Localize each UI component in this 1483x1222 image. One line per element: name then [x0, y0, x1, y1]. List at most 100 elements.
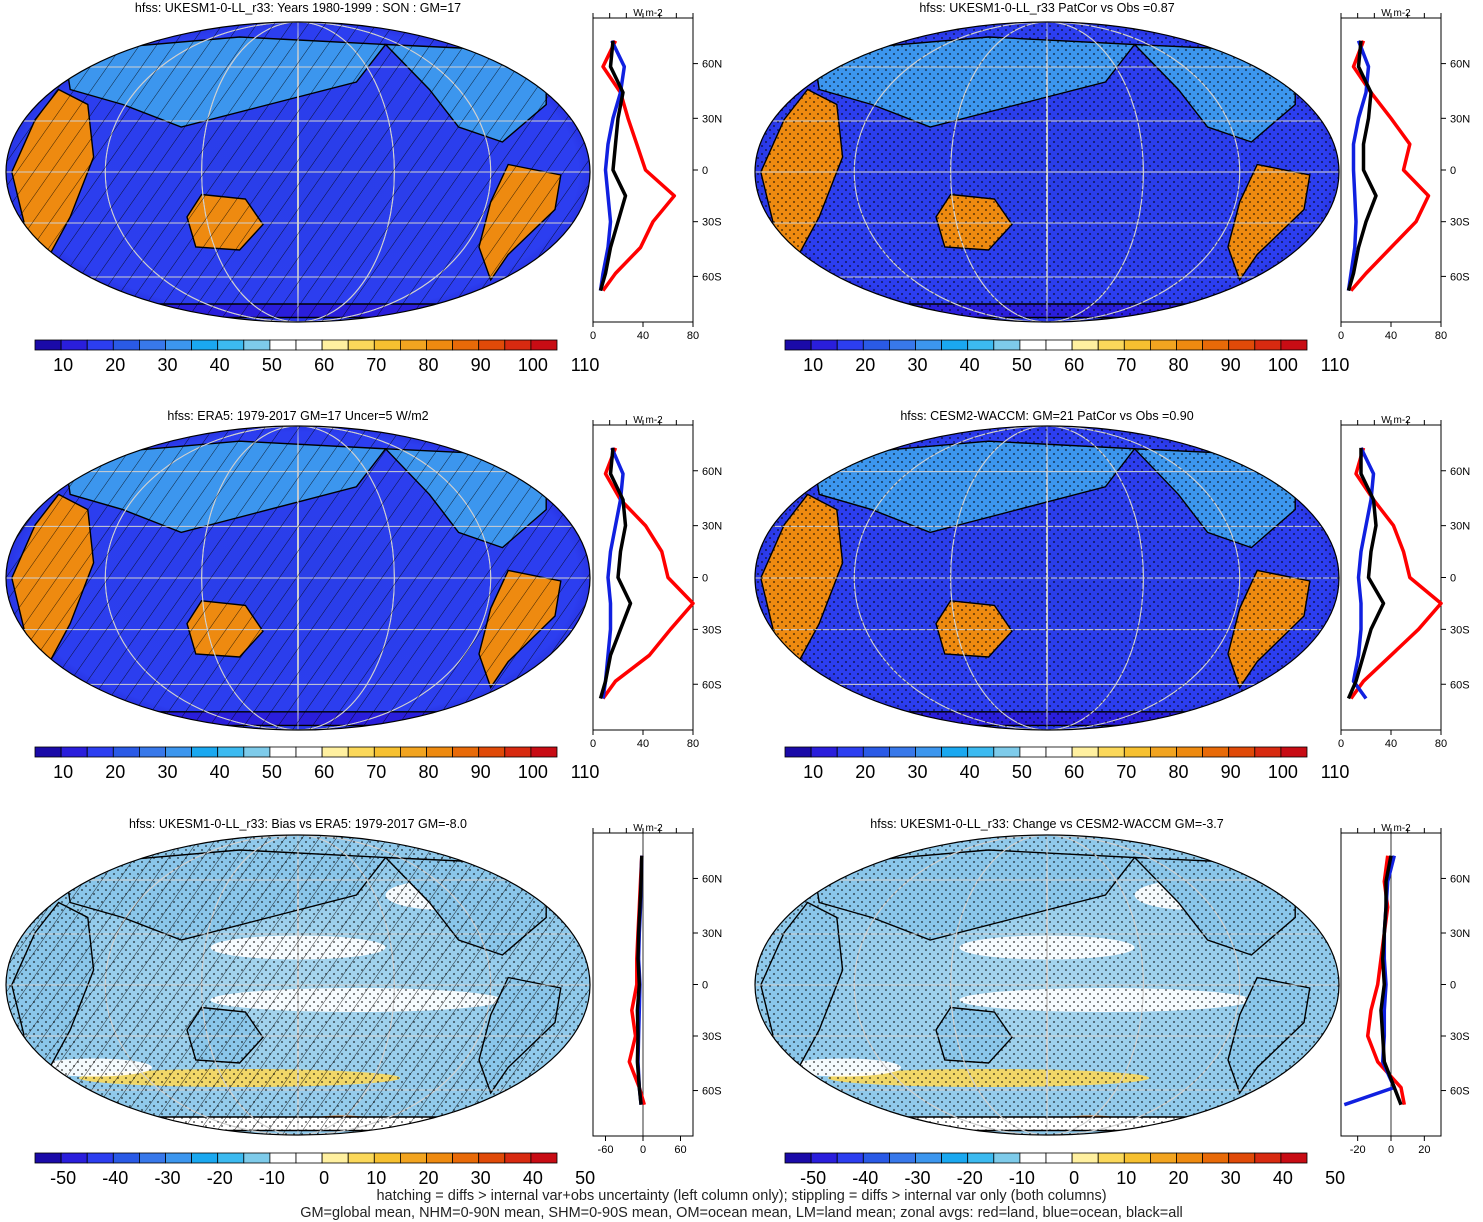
colorbar-swatch: [347, 1152, 375, 1164]
map: [6, 22, 590, 322]
colorbar-swatch: [1097, 1152, 1125, 1164]
profile-lat-label: 30S: [1450, 624, 1470, 636]
profile-unit: W m-2: [633, 415, 663, 426]
colorbar-tick-label: 80: [1168, 355, 1188, 375]
colorbar-tick-label: 100: [1268, 355, 1298, 375]
map-border: [754, 834, 1340, 1136]
profile-lat-label: 60N: [1450, 59, 1470, 71]
map: [755, 835, 1339, 1135]
profile-lat-label: 30N: [702, 928, 722, 940]
colorbar-swatch: [889, 339, 916, 351]
colorbar-swatch: [1071, 1152, 1099, 1164]
colorbar-swatch: [1176, 1152, 1204, 1164]
profile-lat-label: 30N: [702, 113, 722, 125]
profile-x-label: 40: [1385, 738, 1397, 750]
colorbar-swatch: [993, 746, 1021, 758]
colorbar-tick-label: 40: [1273, 1168, 1293, 1188]
colorbar-tick-label: 90: [1221, 762, 1241, 782]
colorbar-swatch: [373, 339, 401, 351]
profile-lat-label: 60N: [702, 873, 722, 885]
colorbar-swatch: [243, 339, 271, 351]
colorbar-swatch: [34, 1152, 62, 1164]
colorbar-swatch: [915, 339, 943, 351]
colorbar-swatch: [1045, 339, 1073, 351]
colorbar-swatch: [1097, 339, 1125, 351]
colorbar-swatch: [1176, 339, 1204, 351]
colorbar-swatch: [530, 746, 558, 758]
colorbar-swatch: [60, 746, 88, 758]
panel-1: hfss: UKESM1-0-LL_r33: Years 1980-1999 :…: [5, 1, 722, 375]
profile-lat-label: 60S: [1450, 679, 1470, 691]
colorbar-swatch: [452, 1152, 480, 1164]
colorbar-swatch: [34, 339, 62, 351]
profile-lat-label: 60N: [702, 466, 722, 478]
profile-x-label: 80: [1435, 738, 1447, 750]
colorbar-tick-label: 70: [366, 762, 386, 782]
colorbar-tick-label: 40: [960, 355, 980, 375]
colorbar-swatch: [399, 339, 427, 351]
colorbar-swatch: [347, 339, 375, 351]
colorbar-tick-label: 110: [1321, 355, 1350, 375]
colorbar-tick-label: 30: [471, 1168, 491, 1188]
profile-lat-label: 30N: [1450, 113, 1470, 125]
profile-lat-label: 30S: [1450, 1031, 1470, 1043]
map-border: [754, 425, 1340, 731]
colorbar-swatch: [452, 746, 480, 758]
colorbar-tick-label: 30: [157, 762, 177, 782]
profile-x-label: 40: [637, 738, 649, 750]
colorbar-tick-label: 90: [471, 762, 491, 782]
panel-title: hfss: ERA5: 1979-2017 GM=17 Uncer=5 W/m2: [167, 409, 428, 423]
colorbar-swatch: [915, 1152, 943, 1164]
map: [6, 835, 590, 1135]
colorbar-swatch: [1202, 1152, 1230, 1164]
colorbar-tick-label: 50: [1012, 762, 1032, 782]
colorbar-swatch: [112, 1152, 140, 1164]
panel-title: hfss: UKESM1-0-LL_r33: Change vs CESM2-W…: [870, 817, 1224, 831]
colorbar-tick-label: 30: [907, 355, 927, 375]
colorbar-swatch: [399, 1152, 427, 1164]
colorbar-tick-label: 90: [471, 355, 491, 375]
colorbar-tick-label: -20: [207, 1168, 233, 1188]
panel-title: hfss: UKESM1-0-LL_r33: Years 1980-1999 :…: [135, 1, 461, 15]
colorbar-swatch: [1254, 339, 1282, 351]
colorbar-swatch: [530, 339, 558, 351]
colorbar-swatch: [373, 746, 401, 758]
colorbar-swatch: [1202, 746, 1230, 758]
colorbar-swatch: [862, 746, 890, 758]
colorbar-swatch: [1280, 1152, 1308, 1164]
colorbar: 10 20 30 40 50 60 70 80 90 100 110: [784, 339, 1350, 375]
profile-lat-label: 30N: [702, 521, 722, 533]
colorbar-swatch: [810, 339, 838, 351]
colorbar-swatch: [295, 746, 323, 758]
colorbar-swatch: [784, 1152, 812, 1164]
map-border: [5, 834, 591, 1136]
profile-x-label: 40: [637, 330, 649, 342]
colorbar-swatch: [1123, 1152, 1151, 1164]
colorbar-tick-label: 110: [571, 355, 600, 375]
profile-line-all: [1346, 40, 1378, 292]
colorbar-swatch: [967, 1152, 995, 1164]
colorbar-swatch: [810, 746, 838, 758]
colorbar-tick-label: 70: [366, 355, 386, 375]
colorbar-swatch: [862, 339, 890, 351]
profile-x-label: 60: [674, 1144, 686, 1156]
colorbar-swatch: [112, 746, 140, 758]
profile-lat-label: 0: [702, 573, 708, 585]
colorbar-swatch: [217, 746, 245, 758]
colorbar-swatch: [86, 339, 114, 351]
colorbar-tick-label: -20: [957, 1168, 983, 1188]
colorbar-tick-label: 50: [262, 762, 282, 782]
profile-x-label: 0: [1338, 738, 1344, 750]
colorbar-tick-label: 50: [262, 355, 282, 375]
profile-lat-label: 60S: [1450, 271, 1470, 283]
profile-lat-label: 0: [1450, 573, 1456, 585]
colorbar-swatch: [138, 1152, 166, 1164]
profile-x-label: -20: [1350, 1144, 1366, 1156]
hatching-overlay: [6, 22, 590, 322]
colorbar-swatch: [347, 746, 375, 758]
colorbar-swatch: [165, 339, 193, 351]
colorbar-tick-label: -40: [852, 1168, 878, 1188]
map: [755, 22, 1339, 322]
profile-lat-label: 0: [1450, 165, 1456, 177]
colorbar-tick-label: 100: [518, 762, 548, 782]
